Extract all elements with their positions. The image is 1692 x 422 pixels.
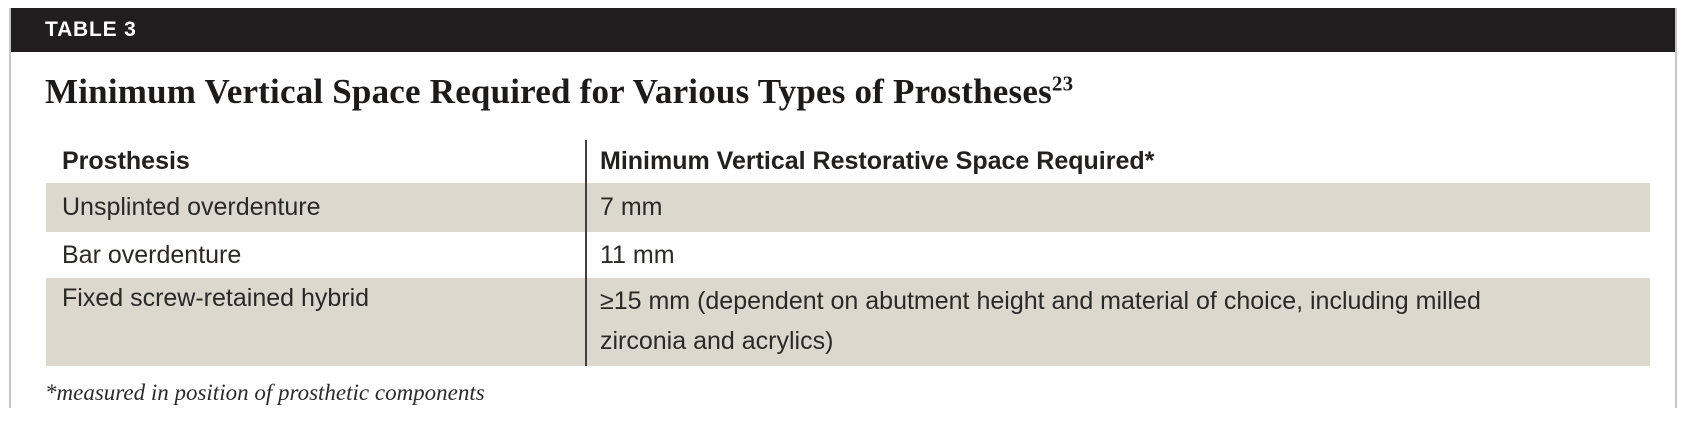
column-header-prosthesis: Prosthesis xyxy=(62,147,190,175)
table-title-text: Minimum Vertical Space Required for Vari… xyxy=(45,72,1052,111)
column-header-space-required: Minimum Vertical Restorative Space Requi… xyxy=(585,140,1650,183)
table-frame: TABLE 3 Minimum Vertical Space Required … xyxy=(9,8,1677,408)
table-row-fixed-screw-retained-hybrid: Fixed screw-retained hybrid ≥15 mm (depe… xyxy=(46,278,1650,366)
table-row-bar-overdenture: Bar overdenture 11 mm xyxy=(46,232,1650,278)
prosthesis-cell: Bar overdenture xyxy=(62,240,242,269)
table-title: Minimum Vertical Space Required for Vari… xyxy=(45,72,1073,112)
space-required-cell: ≥15 mm (dependent on abutment height and… xyxy=(585,278,1650,366)
prosthesis-cell: Unsplinted overdenture xyxy=(62,193,321,221)
prosthesis-cell: Fixed screw-retained hybrid xyxy=(62,284,370,312)
table-footnote: *measured in position of prosthetic comp… xyxy=(45,380,485,405)
prostheses-table: Prosthesis Minimum Vertical Restorative … xyxy=(46,140,1650,366)
citation-superscript: 23 xyxy=(1051,71,1074,96)
space-required-cell: 7 mm xyxy=(585,183,1650,232)
table-label-bar: TABLE 3 xyxy=(11,8,1675,52)
table-header-row: Prosthesis Minimum Vertical Restorative … xyxy=(46,140,1650,183)
space-required-cell: 11 mm xyxy=(585,232,1650,278)
table-row-unsplinted-overdenture: Unsplinted overdenture 7 mm xyxy=(46,183,1650,232)
table-label: TABLE 3 xyxy=(45,18,137,41)
